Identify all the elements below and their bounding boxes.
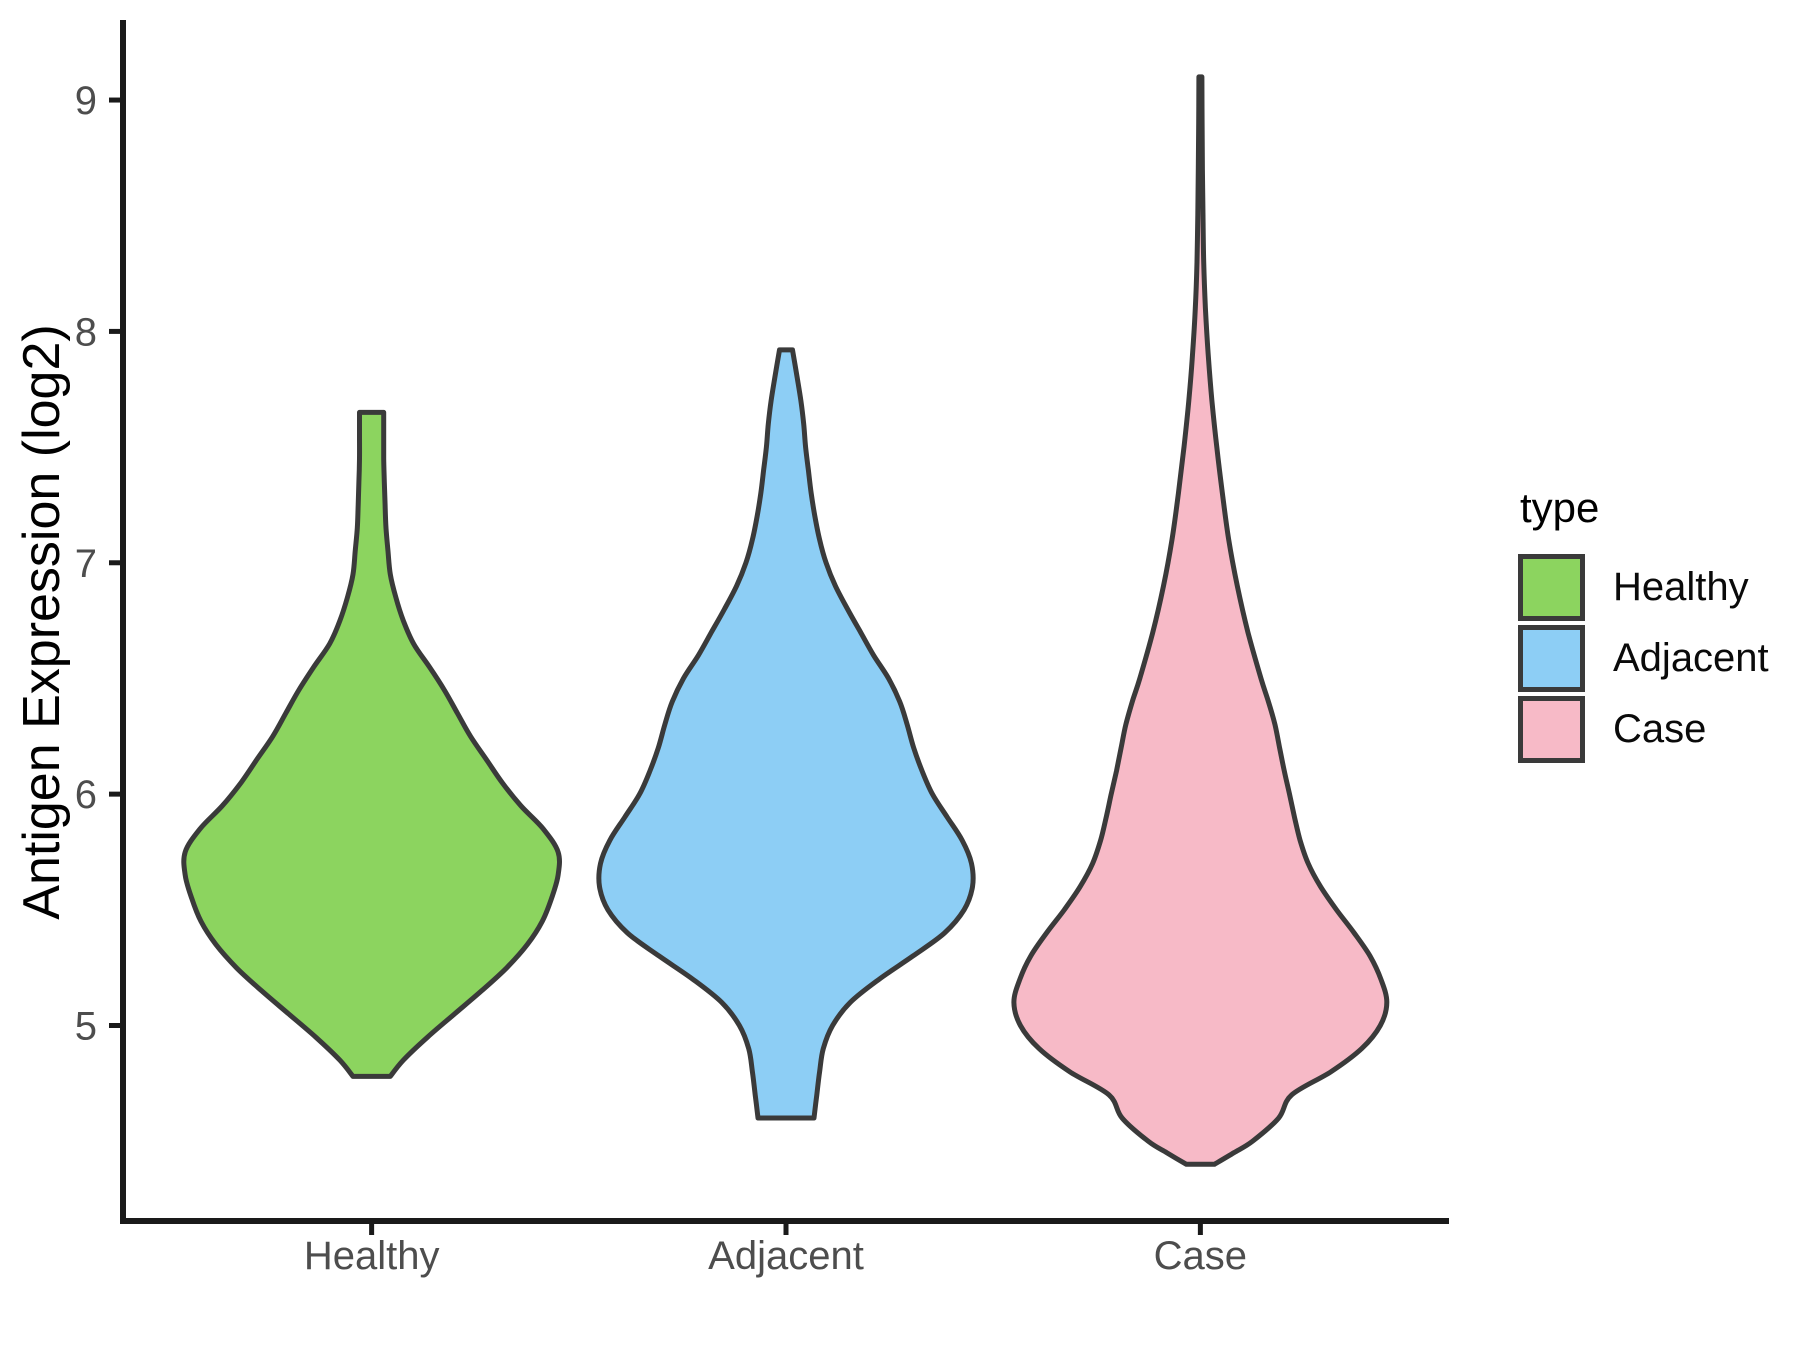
legend-title: type [1520, 484, 1600, 531]
legend-label-case: Case [1613, 707, 1707, 751]
y-tick-label-7: 7 [75, 542, 97, 586]
legend-label-healthy: Healthy [1613, 565, 1749, 609]
violin-case [1011, 74, 1390, 1167]
legend-label-adjacent: Adjacent [1613, 636, 1769, 680]
legend-swatch-case [1518, 696, 1585, 763]
legend-entry-adjacent: Adjacent [1518, 625, 1769, 692]
x-tick-label-adjacent: Adjacent [708, 1234, 864, 1278]
y-axis-title: Antigen Expression (log2) [13, 324, 71, 920]
legend-entry-case: Case [1518, 696, 1769, 763]
y-tick-label-8: 8 [75, 310, 97, 354]
legend-swatch-healthy [1518, 554, 1585, 621]
x-tick-label-case: Case [1154, 1234, 1247, 1278]
x-tick-label-healthy: Healthy [304, 1234, 440, 1278]
y-tick-label-6: 6 [75, 773, 97, 817]
x-axis-ticks [369, 1221, 1203, 1235]
y-tick-label-5: 5 [75, 1004, 97, 1048]
violins-group [181, 74, 1390, 1167]
violin-adjacent [596, 347, 976, 1121]
y-tick-label-9: 9 [75, 79, 97, 123]
legend-entries: Healthy Adjacent Case [1518, 554, 1769, 763]
x-axis-tick-labels: Healthy Adjacent Case [304, 1234, 1247, 1278]
violin-healthy [181, 409, 562, 1079]
y-axis-ticks [109, 97, 123, 1028]
y-axis-tick-labels: 5 6 7 8 9 [75, 79, 97, 1048]
legend-swatch-adjacent [1518, 625, 1585, 692]
legend: type Healthy Adjacent Case [1518, 484, 1769, 767]
legend-entry-healthy: Healthy [1518, 554, 1769, 621]
